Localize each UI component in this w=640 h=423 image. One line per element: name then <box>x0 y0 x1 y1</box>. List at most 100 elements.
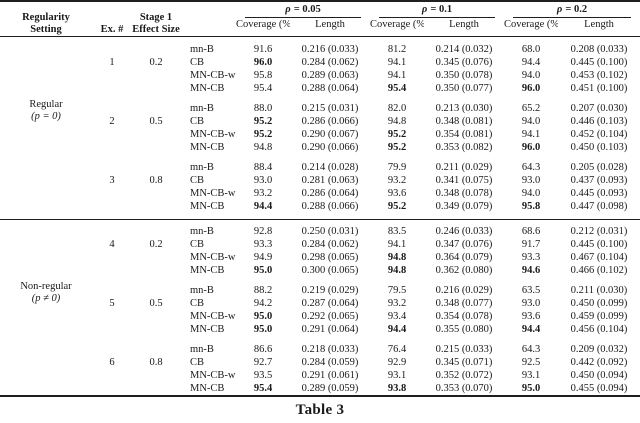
ex-cell <box>92 69 132 82</box>
effect-size-cell: 0.8 <box>149 357 163 368</box>
subheader-coverage: Coverage (%) <box>370 18 424 37</box>
col-header-regularity-setting: Regularity Setting <box>0 1 92 37</box>
coverage-cell: 94.4 <box>387 324 407 335</box>
empty-cell <box>0 323 92 336</box>
effect-size-cell <box>132 284 180 297</box>
method-cell: MN-CB-w <box>190 188 236 199</box>
empty-cell <box>0 200 92 213</box>
length-cell: 0.456 (0.104) <box>570 324 628 335</box>
method-cell: MN-CB <box>190 324 225 335</box>
effect-size-cell <box>132 251 180 264</box>
method-cell: MN-CB-w <box>190 311 236 322</box>
rho-symbol: ρ <box>556 4 563 15</box>
method-cell: mn-B <box>190 226 214 237</box>
length-cell: 0.213 (0.030) <box>435 103 493 114</box>
length-cell: 0.348 (0.077) <box>435 298 493 309</box>
length-cell: 0.218 (0.033) <box>301 344 359 355</box>
method-cell: CB <box>190 357 205 368</box>
empty-cell <box>0 264 92 277</box>
coverage-cell: 93.6 <box>521 311 541 322</box>
coverage-cell: 95.8 <box>253 70 273 81</box>
length-cell: 0.286 (0.066) <box>301 116 359 127</box>
method-cell: MN-CB <box>190 142 225 153</box>
empty-cell <box>0 369 92 382</box>
table-header: Regularity Setting Ex. # Stage 1 Effect … <box>0 1 640 37</box>
length-cell: 0.446 (0.103) <box>570 116 628 127</box>
effect-size-cell <box>132 200 180 213</box>
table-row: mn-B 88.4 0.214 (0.028) 79.9 0.211 (0.029) 64… <box>0 161 640 174</box>
length-cell: 0.214 (0.028) <box>301 162 359 173</box>
spacer <box>0 213 640 220</box>
length-cell: 0.345 (0.071) <box>435 357 493 368</box>
length-cell: 0.467 (0.104) <box>570 252 628 263</box>
ex-cell <box>92 200 132 213</box>
coverage-cell: 92.5 <box>521 357 541 368</box>
length-cell: 0.284 (0.062) <box>301 57 359 68</box>
table-row: MN-CB-w 95.8 0.289 (0.063) 94.1 0.350 (0.078… <box>0 69 640 82</box>
empty-cell <box>0 225 92 238</box>
length-cell: 0.353 (0.070) <box>435 383 493 394</box>
coverage-cell: 64.3 <box>521 162 541 173</box>
length-cell: 0.214 (0.032) <box>435 44 493 55</box>
length-cell: 0.442 (0.092) <box>570 357 628 368</box>
length-cell: 0.291 (0.061) <box>301 370 359 381</box>
coverage-cell: 92.9 <box>387 357 407 368</box>
effect-size-cell <box>132 43 180 56</box>
empty-cell <box>0 174 92 187</box>
table-row: mn-B 91.6 0.216 (0.033) 81.2 0.214 (0.032) 68… <box>0 43 640 56</box>
length-cell: 0.350 (0.078) <box>435 70 493 81</box>
coverage-cell: 95.0 <box>253 311 273 322</box>
coverage-cell: 76.4 <box>387 344 407 355</box>
length-cell: 0.445 (0.100) <box>570 57 628 68</box>
coverage-cell: 83.5 <box>387 226 407 237</box>
length-cell: 0.298 (0.065) <box>301 252 359 263</box>
table-row: 3 0.8 CB 93.0 0.281 (0.063) 93.2 0.341 (0.075)… <box>0 174 640 187</box>
length-cell: 0.364 (0.079) <box>435 252 493 263</box>
method-cell: CB <box>190 239 205 250</box>
length-cell: 0.452 (0.104) <box>570 129 628 140</box>
empty-cell <box>0 310 92 323</box>
coverage-cell: 79.5 <box>387 285 407 296</box>
method-cell: mn-B <box>190 344 214 355</box>
length-cell: 0.300 (0.065) <box>301 265 359 276</box>
ex-cell <box>92 323 132 336</box>
length-cell: 0.219 (0.029) <box>301 285 359 296</box>
ex-cell: 1 <box>109 57 115 68</box>
coverage-cell: 96.0 <box>253 57 273 68</box>
length-cell: 0.348 (0.078) <box>435 188 493 199</box>
col-header-stage1-effect-size: Stage 1 Effect Size <box>132 1 180 37</box>
length-cell: 0.289 (0.059) <box>301 383 359 394</box>
length-cell: 0.348 (0.081) <box>435 116 493 127</box>
table-row: mn-B 86.6 0.218 (0.033) 76.4 0.215 (0.033) 64… <box>0 343 640 356</box>
coverage-cell: 94.0 <box>521 70 541 81</box>
coverage-cell: 65.2 <box>521 103 541 114</box>
effect-size-cell <box>132 187 180 200</box>
coverage-cell: 94.8 <box>387 116 407 127</box>
coverage-cell: 94.1 <box>387 239 407 250</box>
coverage-cell: 93.2 <box>387 175 407 186</box>
subheader-length: Length <box>424 18 504 37</box>
ex-cell <box>92 310 132 323</box>
table-row: MN-CB-w 93.2 0.286 (0.064) 93.6 0.348 (0.078… <box>0 187 640 200</box>
method-cell: MN-CB <box>190 265 225 276</box>
method-cell: mn-B <box>190 285 214 296</box>
length-cell: 0.284 (0.062) <box>301 239 359 250</box>
length-cell: 0.455 (0.094) <box>570 383 628 394</box>
coverage-cell: 94.4 <box>521 324 541 335</box>
method-cell: MN-CB-w <box>190 129 236 140</box>
length-cell: 0.445 (0.093) <box>570 188 628 199</box>
col-header-method-empty <box>180 1 236 37</box>
table-body: mn-B 91.6 0.216 (0.033) 81.2 0.214 (0.032) 68… <box>0 37 640 397</box>
effect-size-cell: 0.8 <box>149 175 163 186</box>
length-cell: 0.349 (0.079) <box>435 201 493 212</box>
table-row: MN-CB 95.4 0.289 (0.059) 93.8 0.353 (0.070) 9… <box>0 382 640 396</box>
length-cell: 0.290 (0.066) <box>301 142 359 153</box>
rho-value: = 0.05 <box>293 4 321 15</box>
ex-cell <box>92 284 132 297</box>
section-label: Regular (p = 0) <box>0 98 92 128</box>
subheader-length: Length <box>290 18 370 37</box>
section-label-name: Regular <box>29 98 63 110</box>
section-label-math: (p ≠ 0) <box>31 292 61 304</box>
coverage-cell: 68.0 <box>521 44 541 55</box>
spacer <box>0 277 640 284</box>
